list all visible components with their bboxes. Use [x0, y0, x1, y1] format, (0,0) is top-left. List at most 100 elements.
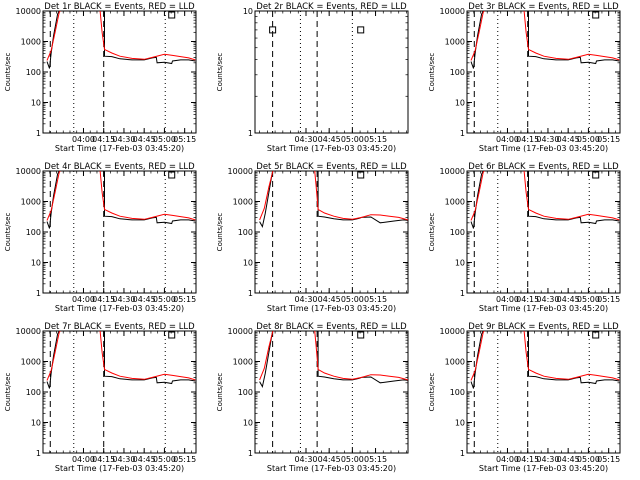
plot-frame [254, 170, 409, 294]
lld-series-line [46, 171, 196, 221]
plot-area [259, 331, 408, 453]
y-axis-label: Counts/sec [216, 373, 224, 412]
x-tick-label: 04:30 [294, 295, 317, 304]
x-tick-label: 04:00 [496, 135, 519, 144]
y-tick-label: 10000 [228, 327, 253, 336]
x-tick-label: 04:45 [557, 295, 580, 304]
panel-title: Det 5r BLACK = Events, RED = LLD [256, 162, 407, 172]
panel-det-5: Det 5r BLACK = Events, RED = LLD 1 10 100 10… [216, 162, 409, 313]
panel-det-2: Det 2r BLACK = Events, RED = LLD 1 10 04:30… [216, 2, 409, 153]
y-tick-label: 1000 [21, 198, 41, 207]
y-tick-label: 1 [460, 129, 465, 138]
panel-det-3: Det 3r BLACK = Events, RED = LLD 1 10 100 10… [428, 2, 621, 153]
plot-frame [254, 330, 409, 454]
x-tick-label: 04:45 [557, 135, 580, 144]
y-axis-label: Counts/sec [216, 53, 224, 92]
square-marker [592, 171, 600, 179]
x-tick-label: 05:00 [577, 135, 600, 144]
x-tick-label: 04:45 [557, 455, 580, 464]
x-axis-label: Start Time (17-Feb-03 03:45:20) [267, 144, 396, 153]
panel-title: Det 2r BLACK = Events, RED = LLD [256, 2, 407, 12]
y-tick-label: 1 [36, 129, 41, 138]
y-tick-label: 100 [26, 68, 41, 77]
y-tick-label: 10000 [16, 7, 41, 16]
events-series-line [259, 331, 408, 388]
x-tick-label: 04:15 [516, 295, 539, 304]
x-axis-label: Start Time (17-Feb-03 03:45:20) [479, 464, 608, 473]
square-marker [357, 331, 365, 339]
x-tick-label: 04:45 [318, 135, 341, 144]
x-tick-label: 04:45 [133, 455, 156, 464]
events-series-line [46, 171, 196, 229]
x-axis-label: Start Time (17-Feb-03 03:45:20) [479, 144, 608, 153]
x-tick-label: 05:15 [597, 295, 620, 304]
y-tick-label: 10 [455, 419, 465, 428]
panel-title: Det 3r BLACK = Events, RED = LLD [468, 2, 619, 12]
lld-series-line [470, 171, 620, 221]
square-marker [168, 11, 176, 19]
events-series-line [46, 11, 196, 69]
x-tick-label: 05:00 [153, 455, 176, 464]
x-tick-label: 05:00 [577, 455, 600, 464]
lld-series-line [470, 11, 620, 61]
plot-frame [466, 10, 621, 134]
plot-frame [466, 170, 621, 294]
x-axis-label: Start Time (17-Feb-03 03:45:20) [267, 464, 396, 473]
y-axis-label: Counts/sec [4, 373, 12, 412]
x-tick-label: 04:30 [536, 295, 559, 304]
y-tick-label: 100 [450, 228, 465, 237]
x-tick-label: 04:15 [92, 295, 115, 304]
x-tick-label: 05:15 [364, 295, 387, 304]
y-axis-label: Counts/sec [428, 213, 436, 252]
plot-area [470, 331, 620, 453]
x-tick-label: 05:15 [173, 455, 196, 464]
x-tick-label: 05:15 [173, 135, 196, 144]
y-axis-label: Counts/sec [428, 53, 436, 92]
y-tick-label: 100 [26, 228, 41, 237]
y-tick-label: 1000 [233, 198, 253, 207]
x-tick-label: 04:30 [536, 455, 559, 464]
panel-det-8: Det 8r BLACK = Events, RED = LLD 1 10 100 10… [216, 322, 409, 473]
x-tick-label: 05:15 [173, 295, 196, 304]
panel-det-7: Det 7r BLACK = Events, RED = LLD 1 10 100 10… [4, 322, 197, 473]
x-tick-label: 04:45 [318, 455, 341, 464]
x-tick-label: 05:15 [597, 455, 620, 464]
square-marker [168, 171, 176, 179]
y-axis-label: Counts/sec [4, 213, 12, 252]
square-marker [357, 171, 365, 179]
lld-series-line [470, 331, 620, 381]
plot-area [46, 11, 196, 133]
y-tick-label: 100 [238, 228, 253, 237]
x-tick-label: 04:15 [92, 455, 115, 464]
y-tick-label: 10 [31, 99, 41, 108]
square-marker [269, 26, 277, 34]
y-tick-label: 10000 [440, 7, 465, 16]
x-tick-label: 05:00 [341, 455, 364, 464]
lld-series-line [259, 331, 408, 381]
plot-area [46, 331, 196, 453]
square-marker [592, 11, 600, 19]
y-axis-label: Counts/sec [216, 213, 224, 252]
x-tick-label: 04:30 [112, 135, 135, 144]
x-axis-label: Start Time (17-Feb-03 03:45:20) [55, 144, 184, 153]
x-tick-label: 05:15 [364, 135, 387, 144]
plot-area [470, 171, 620, 293]
y-tick-label: 1000 [233, 358, 253, 367]
panel-det-1: Det 1r BLACK = Events, RED = LLD 1 10 100 10… [4, 2, 197, 153]
lld-series-line [46, 11, 196, 61]
y-tick-label: 10000 [440, 167, 465, 176]
plot-area [46, 171, 196, 293]
panel-title: Det 4r BLACK = Events, RED = LLD [44, 162, 195, 172]
y-tick-label: 10000 [228, 167, 253, 176]
y-tick-label: 1000 [445, 38, 465, 47]
plot-frame [42, 10, 197, 134]
y-tick-label: 10000 [440, 327, 465, 336]
y-tick-label: 10000 [16, 327, 41, 336]
panel-det-9: Det 9r BLACK = Events, RED = LLD 1 10 100 10… [428, 322, 621, 473]
y-tick-label: 10 [243, 419, 253, 428]
x-axis-label: Start Time (17-Feb-03 03:45:20) [267, 304, 396, 313]
x-tick-label: 04:00 [72, 295, 95, 304]
square-marker [357, 26, 365, 34]
y-tick-label: 1 [248, 449, 253, 458]
